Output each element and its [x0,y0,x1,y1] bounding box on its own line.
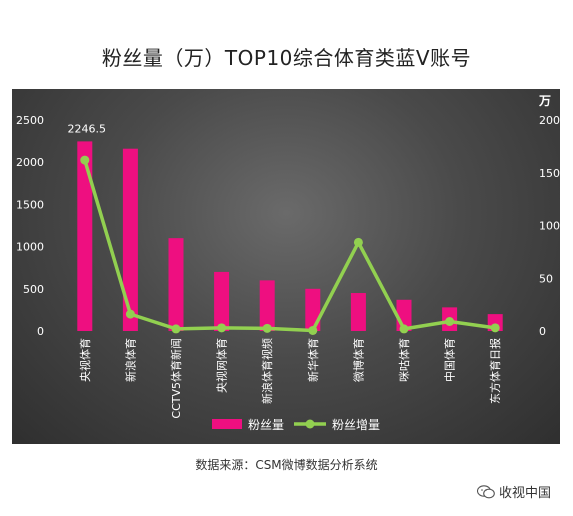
category-label: 新华体育 [306,338,320,382]
category-label: 中国体育 [443,338,457,382]
bar [305,288,321,331]
combo-chart: 0 500 1000 1500 2000 2500 0 50 100 150 200 万 央视体育 新… [16,94,560,432]
data-labels: 2246.5 [68,122,107,135]
watermark-text: 收视中国 [498,486,551,501]
source-note: 数据来源：CSM微博数据分析系统 [195,458,378,472]
category-label: CCTV5体育新闻 [169,338,183,419]
line-point [308,325,318,335]
legend-line-marker [305,419,315,429]
legend-line-label: 粉丝增量 [332,418,380,432]
line-point [399,324,409,334]
line-point [262,323,272,333]
line-series [80,155,500,335]
line-point [353,237,363,247]
left-tick-label: 500 [23,283,44,296]
category-label: 新浪体育 [123,338,137,382]
left-tick-label: 0 [37,325,44,338]
bar [168,238,184,331]
line-path [83,159,496,333]
left-tick-label: 2500 [16,114,44,127]
line-point [490,323,500,333]
legend: 粉丝量 粉丝增量 [212,418,380,432]
bar [77,141,93,331]
category-axis: 央视体育 新浪体育 CCTV5体育新闻 央视网体育 新浪体育视频 新华体育 微博体育 咪咕体育… [78,338,502,419]
chart-panel: 0 500 1000 1500 2000 2500 0 50 100 150 200 万 央视体育 新… [12,89,560,444]
right-tick-label: 150 [539,167,560,180]
category-label: 新浪体育视频 [260,338,274,404]
category-label: 央视体育 [78,338,92,382]
left-tick-label: 1500 [16,198,44,211]
line-point [80,155,90,165]
category-label: 东方体育日报 [488,338,502,404]
chart-title: 粉丝量（万）TOP10综合体育类蓝V账号 [101,46,472,70]
right-tick-label: 0 [539,325,546,338]
watermark: 收视中国 [476,482,551,501]
line-point [217,323,227,333]
data-label: 2246.5 [68,122,107,135]
bar-series [77,141,503,331]
category-label: 微博体育 [351,338,365,382]
bar [350,293,366,331]
right-axis: 0 50 100 150 200 万 [538,94,560,338]
right-axis-unit: 万 [538,94,551,108]
right-tick-label: 100 [539,220,560,233]
bar [259,280,275,331]
right-tick-label: 200 [539,114,560,127]
legend-bar-swatch [212,419,242,429]
category-label: 咪咕体育 [397,338,411,382]
right-tick-label: 50 [539,272,553,285]
left-tick-label: 2000 [16,156,44,169]
left-tick-label: 1000 [16,241,44,254]
left-axis: 0 500 1000 1500 2000 2500 [16,114,44,338]
wechat-icon [476,484,495,498]
legend-bar-label: 粉丝量 [248,418,284,432]
line-point [171,324,181,334]
bar [214,271,230,331]
bar [122,148,138,331]
line-point [125,309,135,319]
category-label: 央视网体育 [215,338,229,393]
line-point [445,317,455,327]
